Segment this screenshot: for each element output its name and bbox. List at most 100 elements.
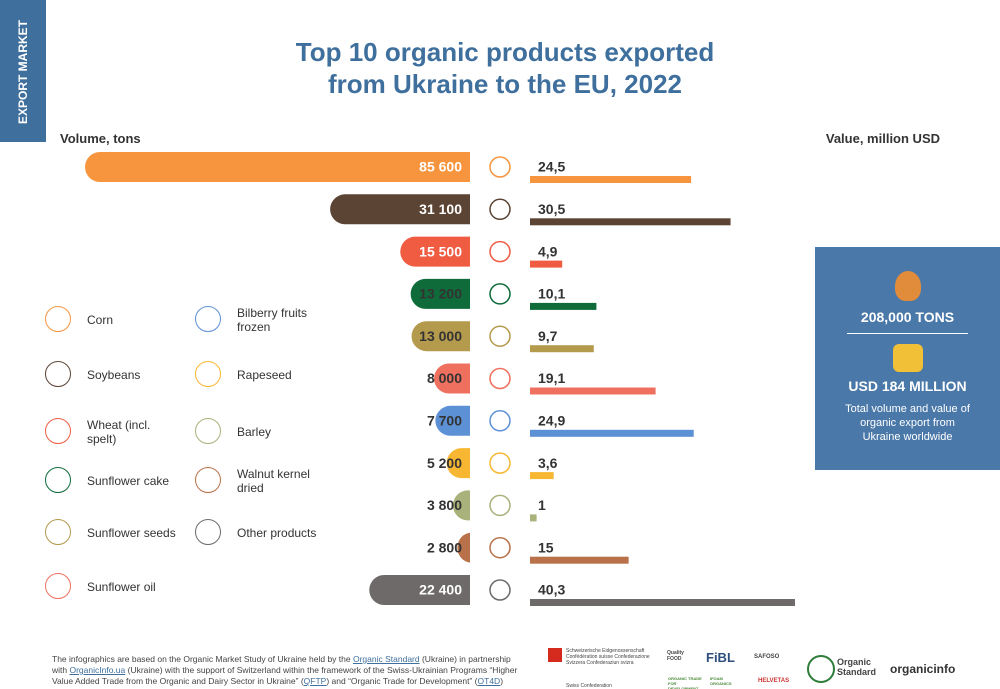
legend-label: Sunflower seeds: [87, 526, 176, 540]
product-icon: [489, 410, 511, 432]
chart-title: Top 10 organic products exported from Uk…: [295, 37, 715, 99]
legend-label: Barley: [237, 425, 272, 439]
summary-tons: 208,000 TONS: [860, 309, 955, 325]
value-label: 3 800: [427, 497, 462, 513]
legend-icon: [45, 418, 71, 444]
value-label: 19,1: [538, 370, 565, 386]
bar: [400, 236, 485, 267]
product-icon: [489, 367, 511, 390]
value-label: 24,5: [538, 159, 565, 175]
bar-mask: [470, 235, 485, 268]
bar-mask: [470, 193, 485, 226]
value-label: 13 200: [419, 286, 462, 302]
product-icon: [489, 494, 511, 517]
logo-text: SAFOSO: [754, 654, 780, 660]
value-label: 10,1: [538, 286, 565, 302]
coins-icon: [892, 344, 923, 372]
product-icon: [489, 579, 511, 601]
bar: [85, 152, 485, 182]
os-icon: [807, 655, 835, 683]
bar: [411, 321, 485, 352]
legend-icon: [45, 467, 71, 493]
product-icon: [489, 198, 511, 221]
logo-text: ORGANIC TRADE FOR DEVELOPMENT: [668, 676, 702, 689]
value-label: 85 600: [419, 159, 462, 175]
summary-note: Total volume and value of organic export…: [845, 403, 970, 443]
value-label: 4,9: [538, 243, 558, 259]
legend-label: Other products: [237, 526, 317, 540]
bag-icon: [894, 271, 921, 301]
value-label: 9,7: [538, 328, 558, 344]
footer-text: ): [500, 676, 504, 686]
product-icon: [489, 536, 511, 559]
legend-icon: [45, 573, 71, 599]
footer-text: ) and “Organic Trade for Development” (: [326, 676, 478, 686]
legend-label: Corn: [87, 313, 114, 327]
legend-label: Wheat (incl. spelt): [87, 418, 151, 446]
bar: [530, 599, 795, 606]
legend-label: Soybeans: [87, 368, 141, 382]
sidebar: EXPORT MARKET: [0, 0, 46, 142]
footer-text: (Ukraine) in partnership with: [52, 654, 511, 675]
logo-text: Swiss Confederation: [566, 683, 612, 689]
bar: [530, 514, 537, 522]
legend-label: Walnut kernel dried: [237, 467, 310, 495]
value-label: 22 400: [419, 582, 462, 598]
value-label: 40,3: [538, 582, 565, 598]
logo-text: HELVETAS: [758, 678, 790, 684]
legend-icon: [195, 361, 221, 387]
bar-mask: [470, 277, 485, 310]
axis-label: Value, million USD: [825, 131, 940, 146]
legend-label: Rapeseed: [237, 368, 292, 382]
value-label: 1: [538, 497, 546, 513]
bar: [530, 218, 731, 226]
value-label: 13 000: [419, 328, 462, 344]
bar: [530, 472, 554, 480]
bar-mask: [470, 320, 485, 353]
footer-link[interactable]: OrganicInfo.ua: [69, 665, 126, 675]
bar: [530, 429, 694, 437]
value-label: 15: [538, 539, 554, 555]
footer-link[interactable]: OT4D: [477, 676, 501, 686]
legend-icon: [45, 361, 71, 387]
bar: [410, 278, 485, 309]
logo-text: Organic Standard: [837, 657, 877, 677]
value-label: 3,6: [538, 455, 558, 471]
bar-mask: [470, 447, 485, 480]
product-icon: [489, 325, 511, 347]
footer-link[interactable]: QFTP: [303, 676, 327, 686]
summary-usd: USD 184 MILLION: [848, 378, 967, 394]
value-label: 30,5: [538, 201, 565, 217]
legend-icon: [195, 418, 221, 444]
bar-mask: [470, 489, 485, 522]
logo-text: Schweizerische Eidgenossenschaft Confédé…: [566, 648, 650, 666]
value-label: 5 200: [427, 455, 462, 471]
legend-icon: [45, 519, 71, 545]
value-label: 24,9: [538, 413, 565, 429]
summary-box: 208,000 TONS USD 184 MILLION Total volum…: [815, 247, 1000, 470]
value-label: 2 800: [427, 539, 462, 555]
legend-icon: [195, 306, 221, 332]
legend-label: Sunflower cake: [87, 474, 170, 488]
bar-mask: [470, 151, 485, 183]
logo-text: organicinfo: [890, 662, 956, 676]
product-icon: [489, 283, 511, 305]
bar-mask: [470, 574, 485, 606]
bar: [530, 302, 597, 310]
footer-link[interactable]: Organic Standard: [352, 654, 420, 664]
sidebar-label: EXPORT MARKET: [16, 19, 30, 125]
bar: [330, 194, 485, 225]
value-label: 7 700: [427, 413, 462, 429]
logo-text: FiBL: [706, 650, 735, 665]
product-icon: [489, 240, 511, 263]
axis-label: Volume, tons: [60, 131, 141, 146]
swiss-flag: [548, 648, 562, 662]
bar-mask: [470, 531, 485, 564]
legend-icon: [195, 467, 221, 493]
bar: [530, 556, 629, 564]
divider: [847, 333, 968, 334]
product-icon: [489, 156, 511, 178]
footer-text: The infographics are based on the Organi…: [52, 654, 353, 664]
